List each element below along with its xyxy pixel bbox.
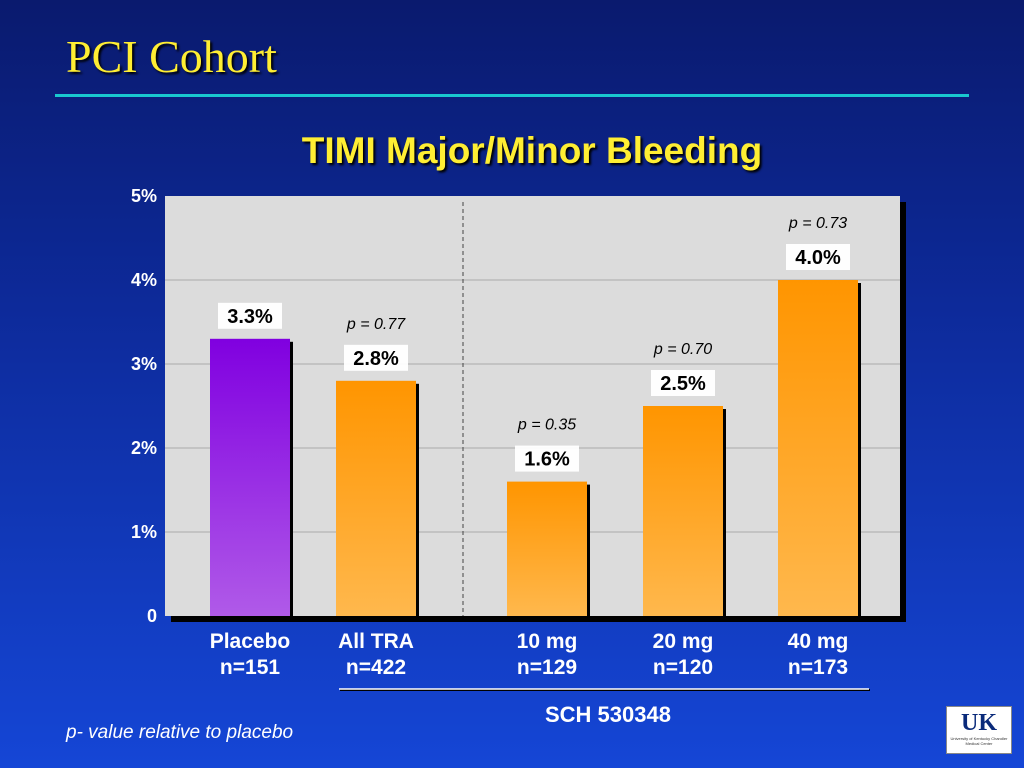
- value-label-bg: [515, 445, 579, 472]
- y-tick-label: 2%: [131, 438, 157, 458]
- value-label: 3.3%: [227, 306, 273, 328]
- value-label-bg: [344, 344, 408, 371]
- value-label: 2.8%: [353, 348, 399, 370]
- title-divider: [55, 94, 969, 97]
- y-tick-label: 0: [147, 606, 157, 626]
- value-label-bg: [786, 244, 850, 270]
- x-tick-label: All TRA: [338, 630, 414, 653]
- bar-1: [336, 380, 416, 616]
- slide-title: PCI Cohort: [66, 31, 277, 82]
- x-tick-label: Placebo: [210, 630, 291, 653]
- x-tick-label: 10 mg: [517, 630, 578, 653]
- p-value-label: p = 0.77: [346, 316, 406, 333]
- y-tick-label: 5%: [131, 186, 157, 206]
- bar-3: [643, 406, 723, 616]
- y-tick-label: 3%: [131, 354, 157, 374]
- bar-2: [507, 481, 587, 616]
- logo-subtext: University of Kentucky Chandler Medical …: [950, 736, 1008, 746]
- footnote: p- value relative to placebo: [66, 722, 294, 743]
- bar-0: [210, 338, 290, 616]
- y-tick-label: 1%: [131, 522, 157, 542]
- x-tick-sublabel: n=151: [220, 656, 280, 679]
- x-tick-sublabel: n=173: [788, 656, 848, 679]
- bar-4: [778, 280, 858, 616]
- p-value-label: p = 0.73: [788, 215, 847, 232]
- logo-mark: UK: [961, 710, 997, 736]
- x-tick-label: 40 mg: [788, 630, 849, 653]
- x-tick-sublabel: n=129: [517, 656, 577, 679]
- value-label-bg: [218, 302, 282, 329]
- y-tick-label: 4%: [131, 270, 157, 290]
- x-tick-sublabel: n=422: [346, 656, 406, 679]
- x-tick-label: 20 mg: [653, 630, 714, 653]
- value-label: 1.6%: [524, 449, 570, 471]
- value-label: 4.0%: [795, 247, 841, 269]
- chart-title: TIMI Major/Minor Bleeding: [301, 130, 763, 171]
- p-value-label: p = 0.70: [653, 341, 712, 358]
- value-label: 2.5%: [660, 373, 706, 395]
- x-tick-sublabel: n=120: [653, 656, 713, 679]
- value-label-bg: [651, 370, 715, 396]
- group-label: SCH 530348: [545, 702, 671, 727]
- p-value-label: p = 0.35: [517, 417, 576, 434]
- uk-logo: UK University of Kentucky Chandler Medic…: [946, 706, 1012, 754]
